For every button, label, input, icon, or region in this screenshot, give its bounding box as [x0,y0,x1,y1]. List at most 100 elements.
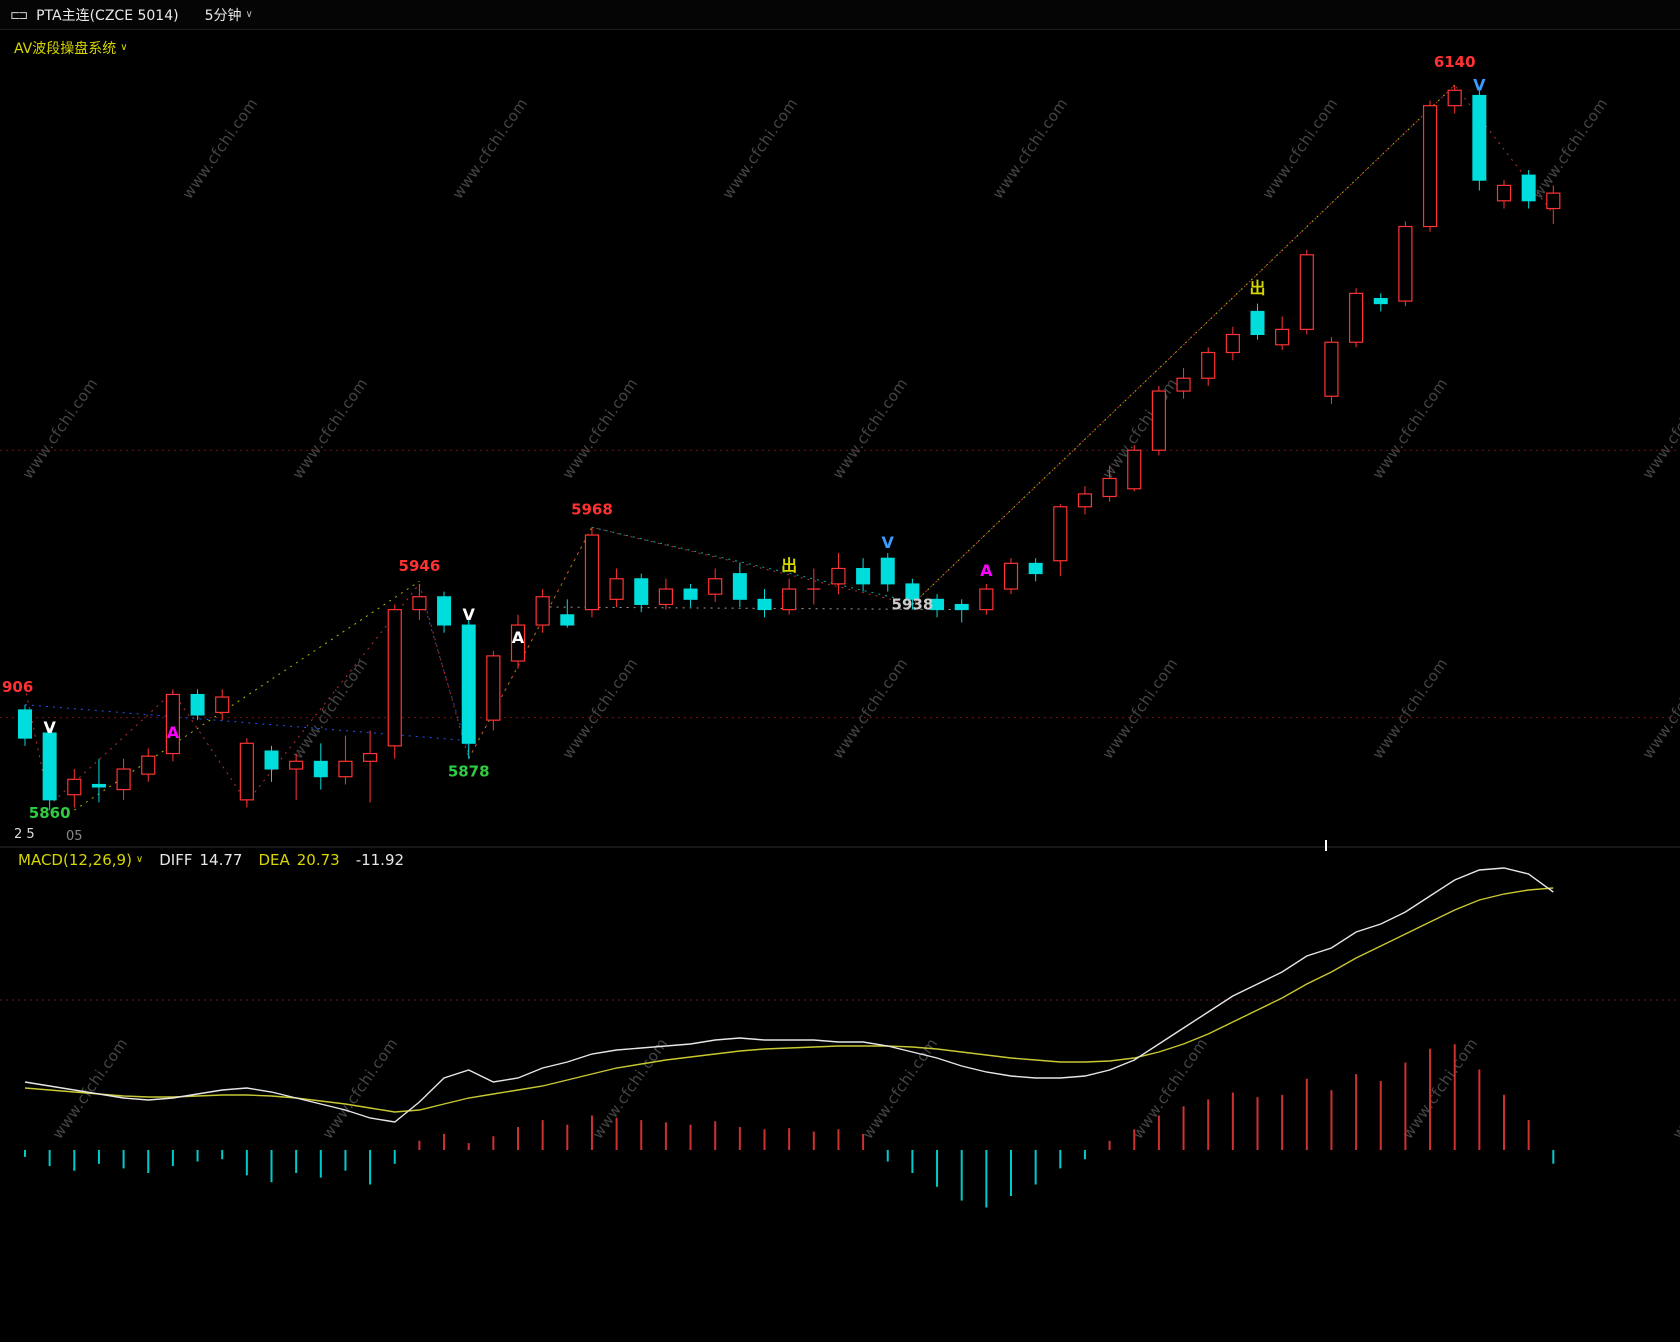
signal-marker: V [43,718,56,737]
candle-up [708,578,723,595]
candle-up [1348,292,1364,343]
signal-marker: V [1473,75,1486,94]
watermark: www.cfchi.com [1369,375,1452,483]
chevron-down-icon: ∨ [135,854,144,865]
candle-up [1398,225,1413,302]
signal-marker: A [512,628,525,647]
signal-marker: 出 [781,556,797,575]
candle-down [683,588,698,600]
candle-down [1521,174,1536,202]
watermark: www.cfchi.com [559,375,642,483]
watermark: www.cfchi.com [719,95,802,203]
dea-line [24,887,1554,1113]
watermark: www.cfchi.com [1529,95,1612,203]
indicator-selector[interactable]: AV波段操盘系统 ∨ [14,38,128,58]
price-label: 5946 [399,557,441,575]
candle-up [1053,506,1068,562]
dea-readout: DEA 20.73 [258,851,339,869]
candle-up [1225,333,1240,354]
candle-up [1496,184,1512,202]
price-label: 906 [2,678,33,696]
candle-up [1546,192,1561,210]
macd-indicator-selector[interactable]: MACD(12,26,9) ∨ [18,851,143,869]
candle-up [609,578,624,600]
contract-title: PTA主连(CZCE 5014) [36,7,179,24]
watermark: www.cfchi.com [989,95,1072,203]
dea-label: DEA [258,851,290,869]
candle-up [1102,477,1117,498]
candle-up [1077,493,1093,508]
candle-down [264,750,279,770]
price-label: 5938 [892,596,934,614]
candle-up [1299,254,1314,330]
candle-down [905,583,920,600]
candle-down [930,598,945,611]
candle-up [215,696,230,714]
diff-line [24,867,1554,1123]
candle-down [1472,94,1487,181]
macd-name-label: MACD(12,26,9) [18,851,132,869]
candle-up [289,760,304,770]
watermark: www.cfchi.com [859,1035,942,1143]
watermark: www.cfchi.com [449,95,532,203]
candle-down [42,732,57,801]
candle-up [165,693,180,755]
price-label: 5968 [571,500,613,518]
candle-down [1373,298,1388,305]
trendline [418,588,470,754]
candle-up [486,655,501,721]
candle-up [141,755,156,775]
window-icon[interactable]: ⊏⊐ [10,7,28,22]
chevron-down-icon: ∨ [120,42,128,53]
candle-down [461,624,476,744]
trendline [24,84,1554,806]
candle-up [658,588,674,606]
candle-down [634,578,649,605]
trendline [591,526,913,603]
candle-up [363,752,378,762]
candle-down [757,598,772,611]
candle-up [1003,562,1019,590]
watermark: www.cfchi.com [1639,375,1680,483]
trendline [24,704,469,742]
candle-up [1275,328,1290,346]
macd-header: MACD(12,26,9) ∨ DIFF 14.77 DEA 20.73 -11… [18,851,404,869]
candle-down [1028,562,1043,575]
signal-marker: A [167,723,180,742]
candle-down [560,614,575,626]
watermark: www.cfchi.com [19,375,102,483]
candle-down [954,603,969,611]
candle-up [1324,341,1339,397]
candle-down [880,557,895,585]
candle-up [782,588,797,611]
macd-hist-value: -11.92 [355,851,405,869]
indicator-label: AV波段操盘系统 [14,41,117,57]
watermark: www.cfchi.com [829,655,912,763]
diff-readout: DIFF 14.77 [159,851,242,869]
candle-up [338,760,353,778]
divider-tick [1325,840,1327,851]
watermark: www.cfchi.com [589,1035,672,1143]
watermark: www.cfchi.com [829,375,912,483]
watermark: www.cfchi.com [179,95,262,203]
axis-label: 05 [66,829,83,844]
watermark: www.cfchi.com [319,1035,402,1143]
chevron-down-icon: ∨ [245,8,253,20]
watermark: www.cfchi.com [1399,1035,1482,1143]
candle-up [584,534,600,611]
candle-up [1447,89,1462,107]
price-label: 6140 [1434,53,1476,71]
candle-up [239,742,254,801]
price-label: 5860 [29,804,71,822]
signal-marker: V [882,533,895,552]
candle-down [437,596,452,626]
candle-up [831,567,846,585]
title-bar: ⊏⊐ PTA主连(CZCE 5014) 5分钟 ∨ [0,0,1680,30]
period-selector[interactable]: 5分钟 ∨ [205,5,253,25]
candle-down [1250,310,1265,336]
candle-down [190,693,205,716]
watermark: www.cfchi.com [1129,1035,1212,1143]
watermark: www.cfchi.com [1259,95,1342,203]
diff-label: DIFF [159,851,193,869]
